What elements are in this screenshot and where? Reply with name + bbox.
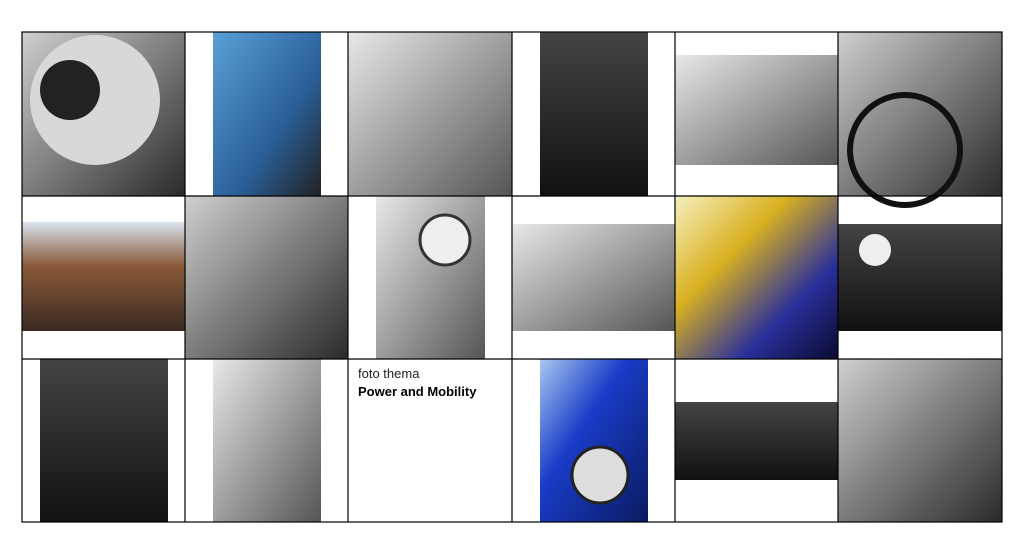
grid: [21, 31, 1003, 523]
photo: [185, 196, 348, 359]
photo-detail: [418, 213, 472, 267]
photo: [540, 32, 648, 196]
caption-kicker: foto thema: [358, 366, 420, 381]
photo: [348, 32, 512, 196]
photo: [40, 359, 168, 522]
photo: [512, 224, 675, 331]
caption-title: Power and Mobility: [358, 384, 477, 399]
photo: [675, 402, 838, 480]
photo: [675, 196, 838, 359]
photo-detail: [570, 445, 630, 505]
photo: [675, 55, 838, 165]
photo-detail: [859, 234, 891, 266]
photo-detail: [847, 92, 963, 208]
photo-detail: [40, 60, 100, 120]
photo: [838, 359, 1002, 522]
photo: [22, 222, 185, 331]
photo: [213, 32, 321, 196]
photo: [213, 359, 321, 522]
